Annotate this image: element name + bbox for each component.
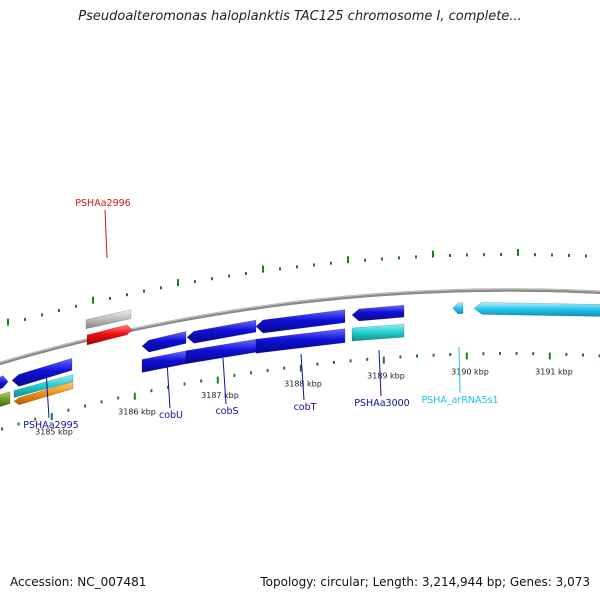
label-leader-line (222, 357, 227, 405)
feature-pshaa2996[interactable] (86, 324, 133, 346)
label-leader-line (378, 349, 382, 397)
gene-cobs-upper[interactable] (186, 319, 257, 344)
label-leader-line (458, 346, 461, 394)
feature-orange[interactable] (13, 381, 74, 406)
label-leader-line (300, 353, 305, 401)
gene-label[interactable]: PSHAa2995 (23, 420, 78, 431)
gene-pshaa-arrna5s1[interactable] (473, 302, 600, 317)
cds-teal-3000[interactable] (351, 323, 405, 342)
cds-cobt[interactable] (255, 328, 346, 354)
label-leader-line (166, 361, 171, 409)
pseudo-feature-gray[interactable] (85, 309, 132, 330)
gene-left-edge[interactable] (0, 375, 9, 392)
accession-text: Accession: NC_007481 (10, 575, 147, 589)
gene-cobu-upper[interactable] (141, 331, 187, 353)
gene-rna-small[interactable] (452, 302, 464, 315)
tick-label: 3186 kbp (118, 407, 156, 416)
gene-label[interactable]: PSHAa3000 (354, 398, 409, 409)
feature-olive[interactable] (0, 391, 11, 409)
gene-cobt-upper[interactable] (255, 309, 346, 334)
gene-pshaa3000-upper[interactable] (351, 304, 405, 322)
tick-label: 3190 kbp (451, 367, 489, 376)
tick-label: 3189 kbp (367, 371, 405, 380)
gene-label[interactable]: PSHAa2996 (75, 198, 130, 209)
topology-text: Topology: circular; Length: 3,214,944 bp… (260, 575, 590, 589)
tick-label: 3187 kbp (201, 391, 239, 400)
label-leader-line (45, 369, 50, 419)
cds-teal-left[interactable] (13, 374, 74, 398)
gene-label[interactable]: cobT (294, 402, 317, 413)
gene-label[interactable]: PSHA_arRNA5s1 (421, 395, 498, 406)
cds-cobu[interactable] (141, 350, 187, 373)
tick-label: 3185 kbp (35, 428, 73, 437)
map-title: Pseudoalteromonas haloplanktis TAC125 ch… (78, 9, 522, 24)
tick-label: 3191 kbp (535, 368, 573, 377)
gene-pshaa2995[interactable] (11, 357, 73, 387)
gene-label[interactable]: cobS (215, 406, 238, 417)
gene-label[interactable]: cobU (159, 410, 183, 421)
label-leader-line (104, 209, 108, 259)
